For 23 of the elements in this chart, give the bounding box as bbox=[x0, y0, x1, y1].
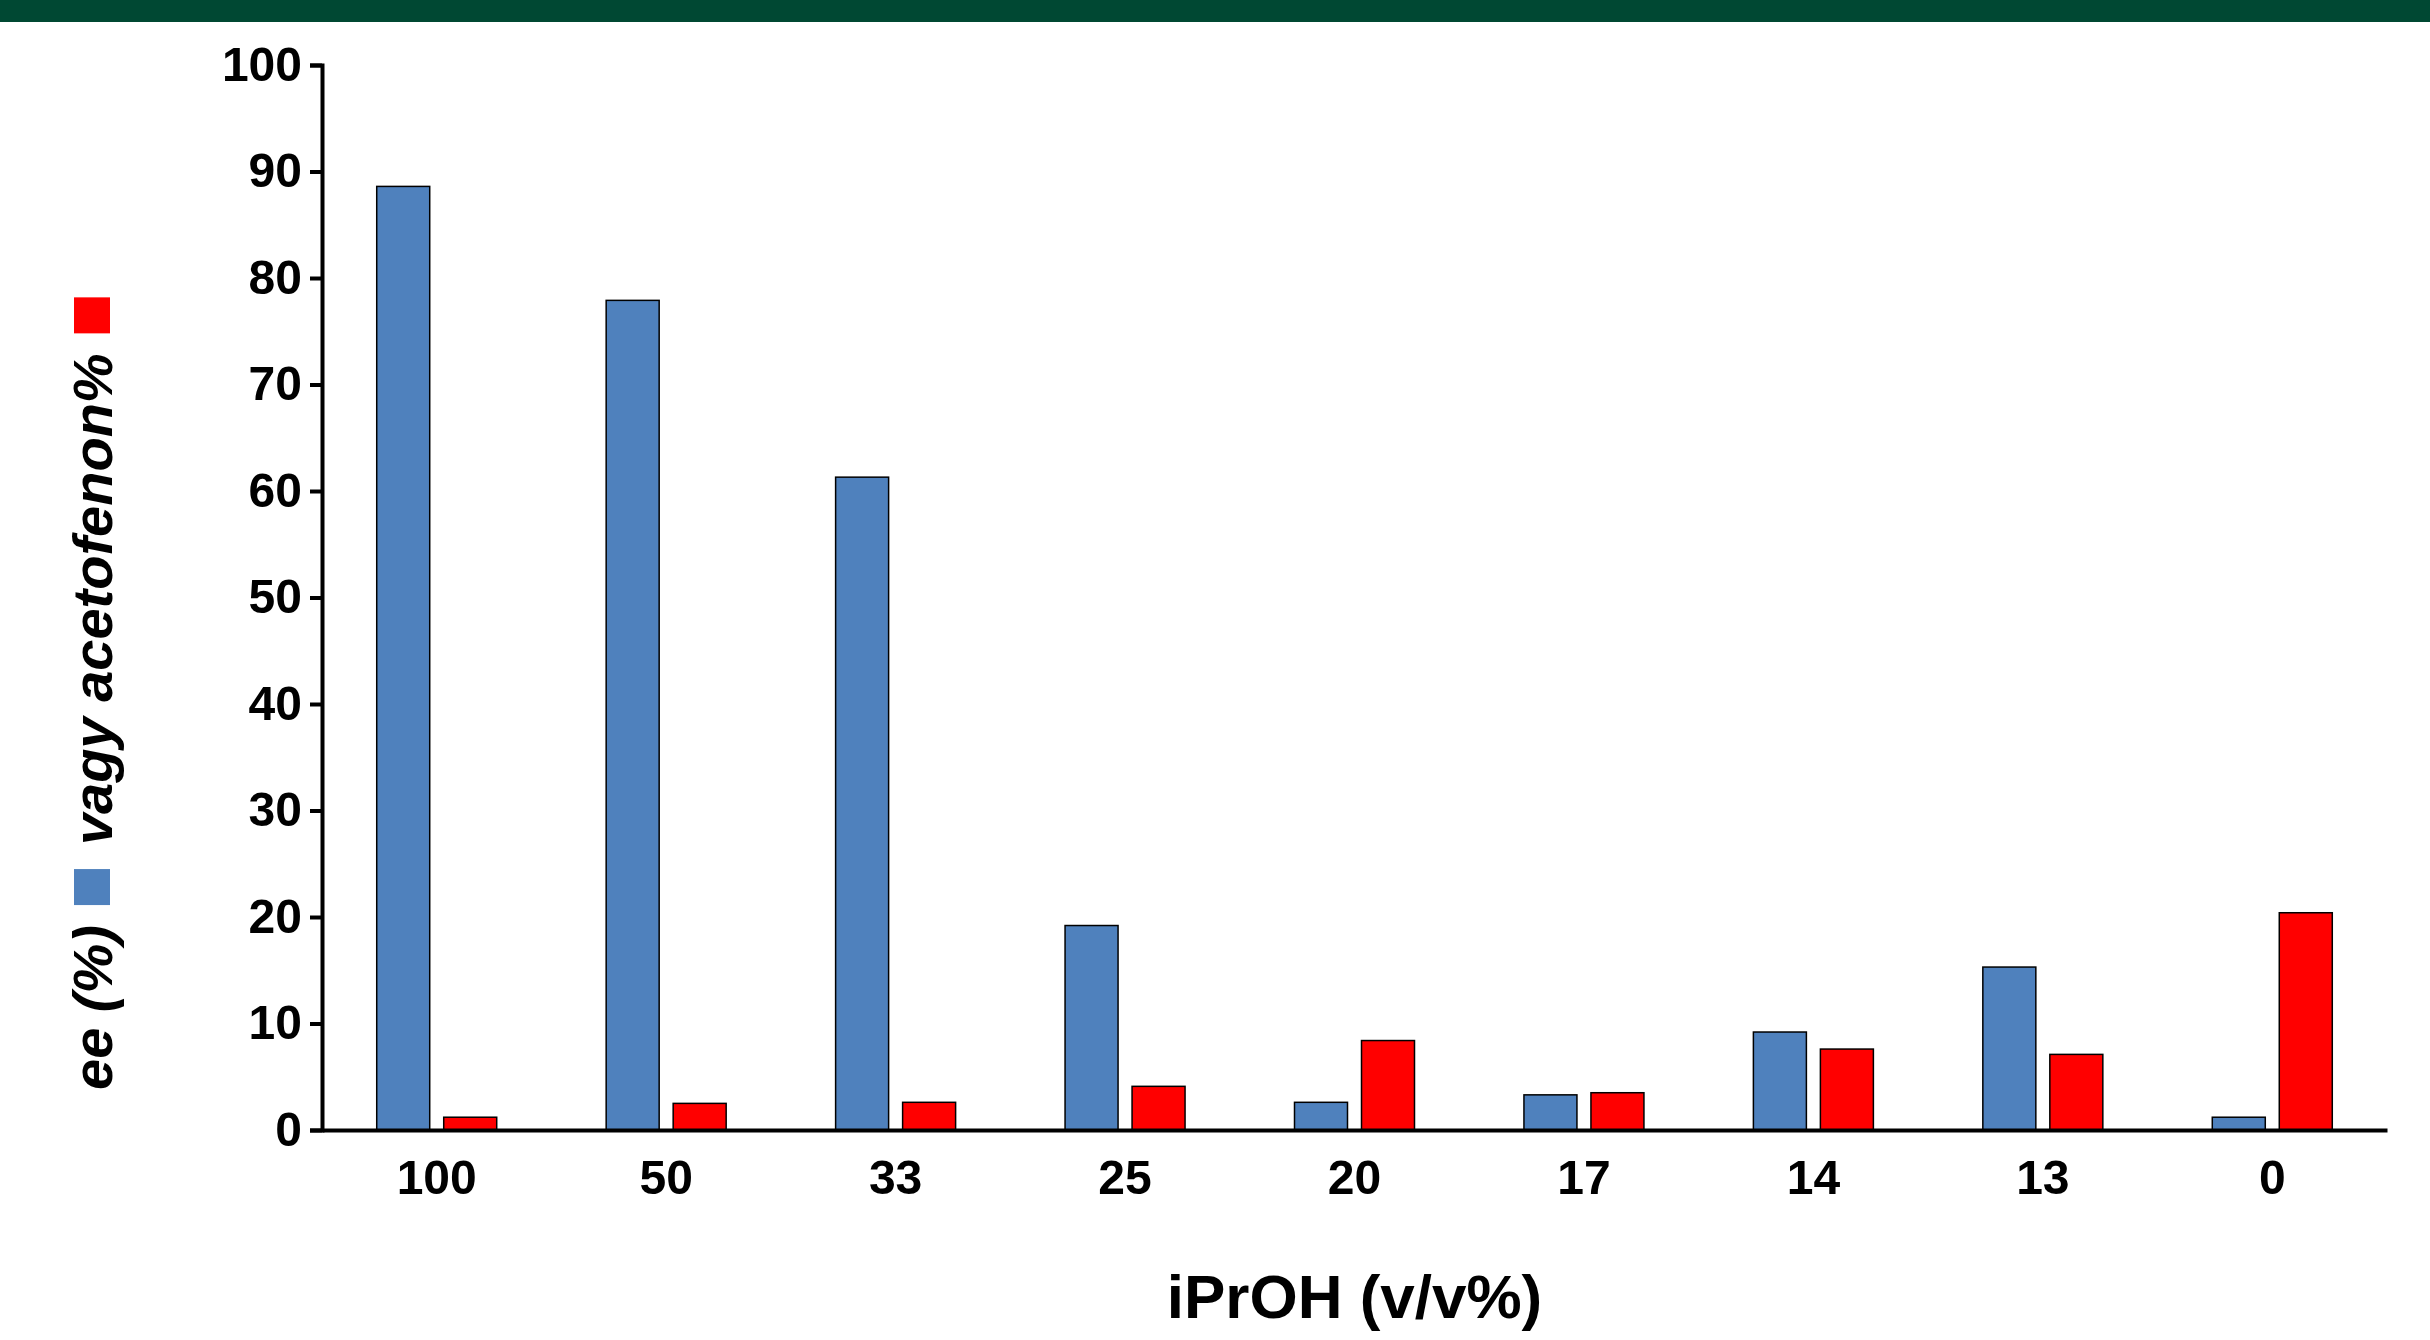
x-axis-title: iPrOH (v/v%) bbox=[1166, 1262, 1543, 1331]
y-tick-label: 80 bbox=[248, 250, 302, 304]
x-tick-label: 33 bbox=[868, 1151, 923, 1205]
y-tick-label: 20 bbox=[248, 889, 302, 943]
legend-label: vagy acetofenon% bbox=[60, 353, 124, 846]
x-tick-label: 100 bbox=[396, 1151, 477, 1205]
y-tick-label: 100 bbox=[221, 37, 302, 91]
y-tick-label: 70 bbox=[248, 357, 302, 411]
y-tick-label: 30 bbox=[248, 783, 302, 837]
y-tick-label: 0 bbox=[275, 1102, 302, 1156]
x-tick-label: 14 bbox=[1786, 1151, 1841, 1205]
x-tick-label: 13 bbox=[2016, 1151, 2070, 1205]
x-tick-label: 25 bbox=[1098, 1151, 1152, 1205]
legend-label: ee (%) bbox=[60, 925, 124, 1090]
x-tick-label: 0 bbox=[2258, 1151, 2286, 1205]
y-tick-label: 50 bbox=[248, 570, 302, 624]
x-tick-label: 17 bbox=[1557, 1151, 1611, 1205]
x-tick-label: 50 bbox=[639, 1151, 693, 1205]
y-tick-label: 60 bbox=[248, 463, 302, 517]
y-tick-label: 40 bbox=[248, 676, 302, 730]
y-tick-label: 10 bbox=[248, 996, 302, 1050]
x-tick-label: 20 bbox=[1327, 1151, 1382, 1205]
y-tick-label: 90 bbox=[248, 144, 302, 198]
